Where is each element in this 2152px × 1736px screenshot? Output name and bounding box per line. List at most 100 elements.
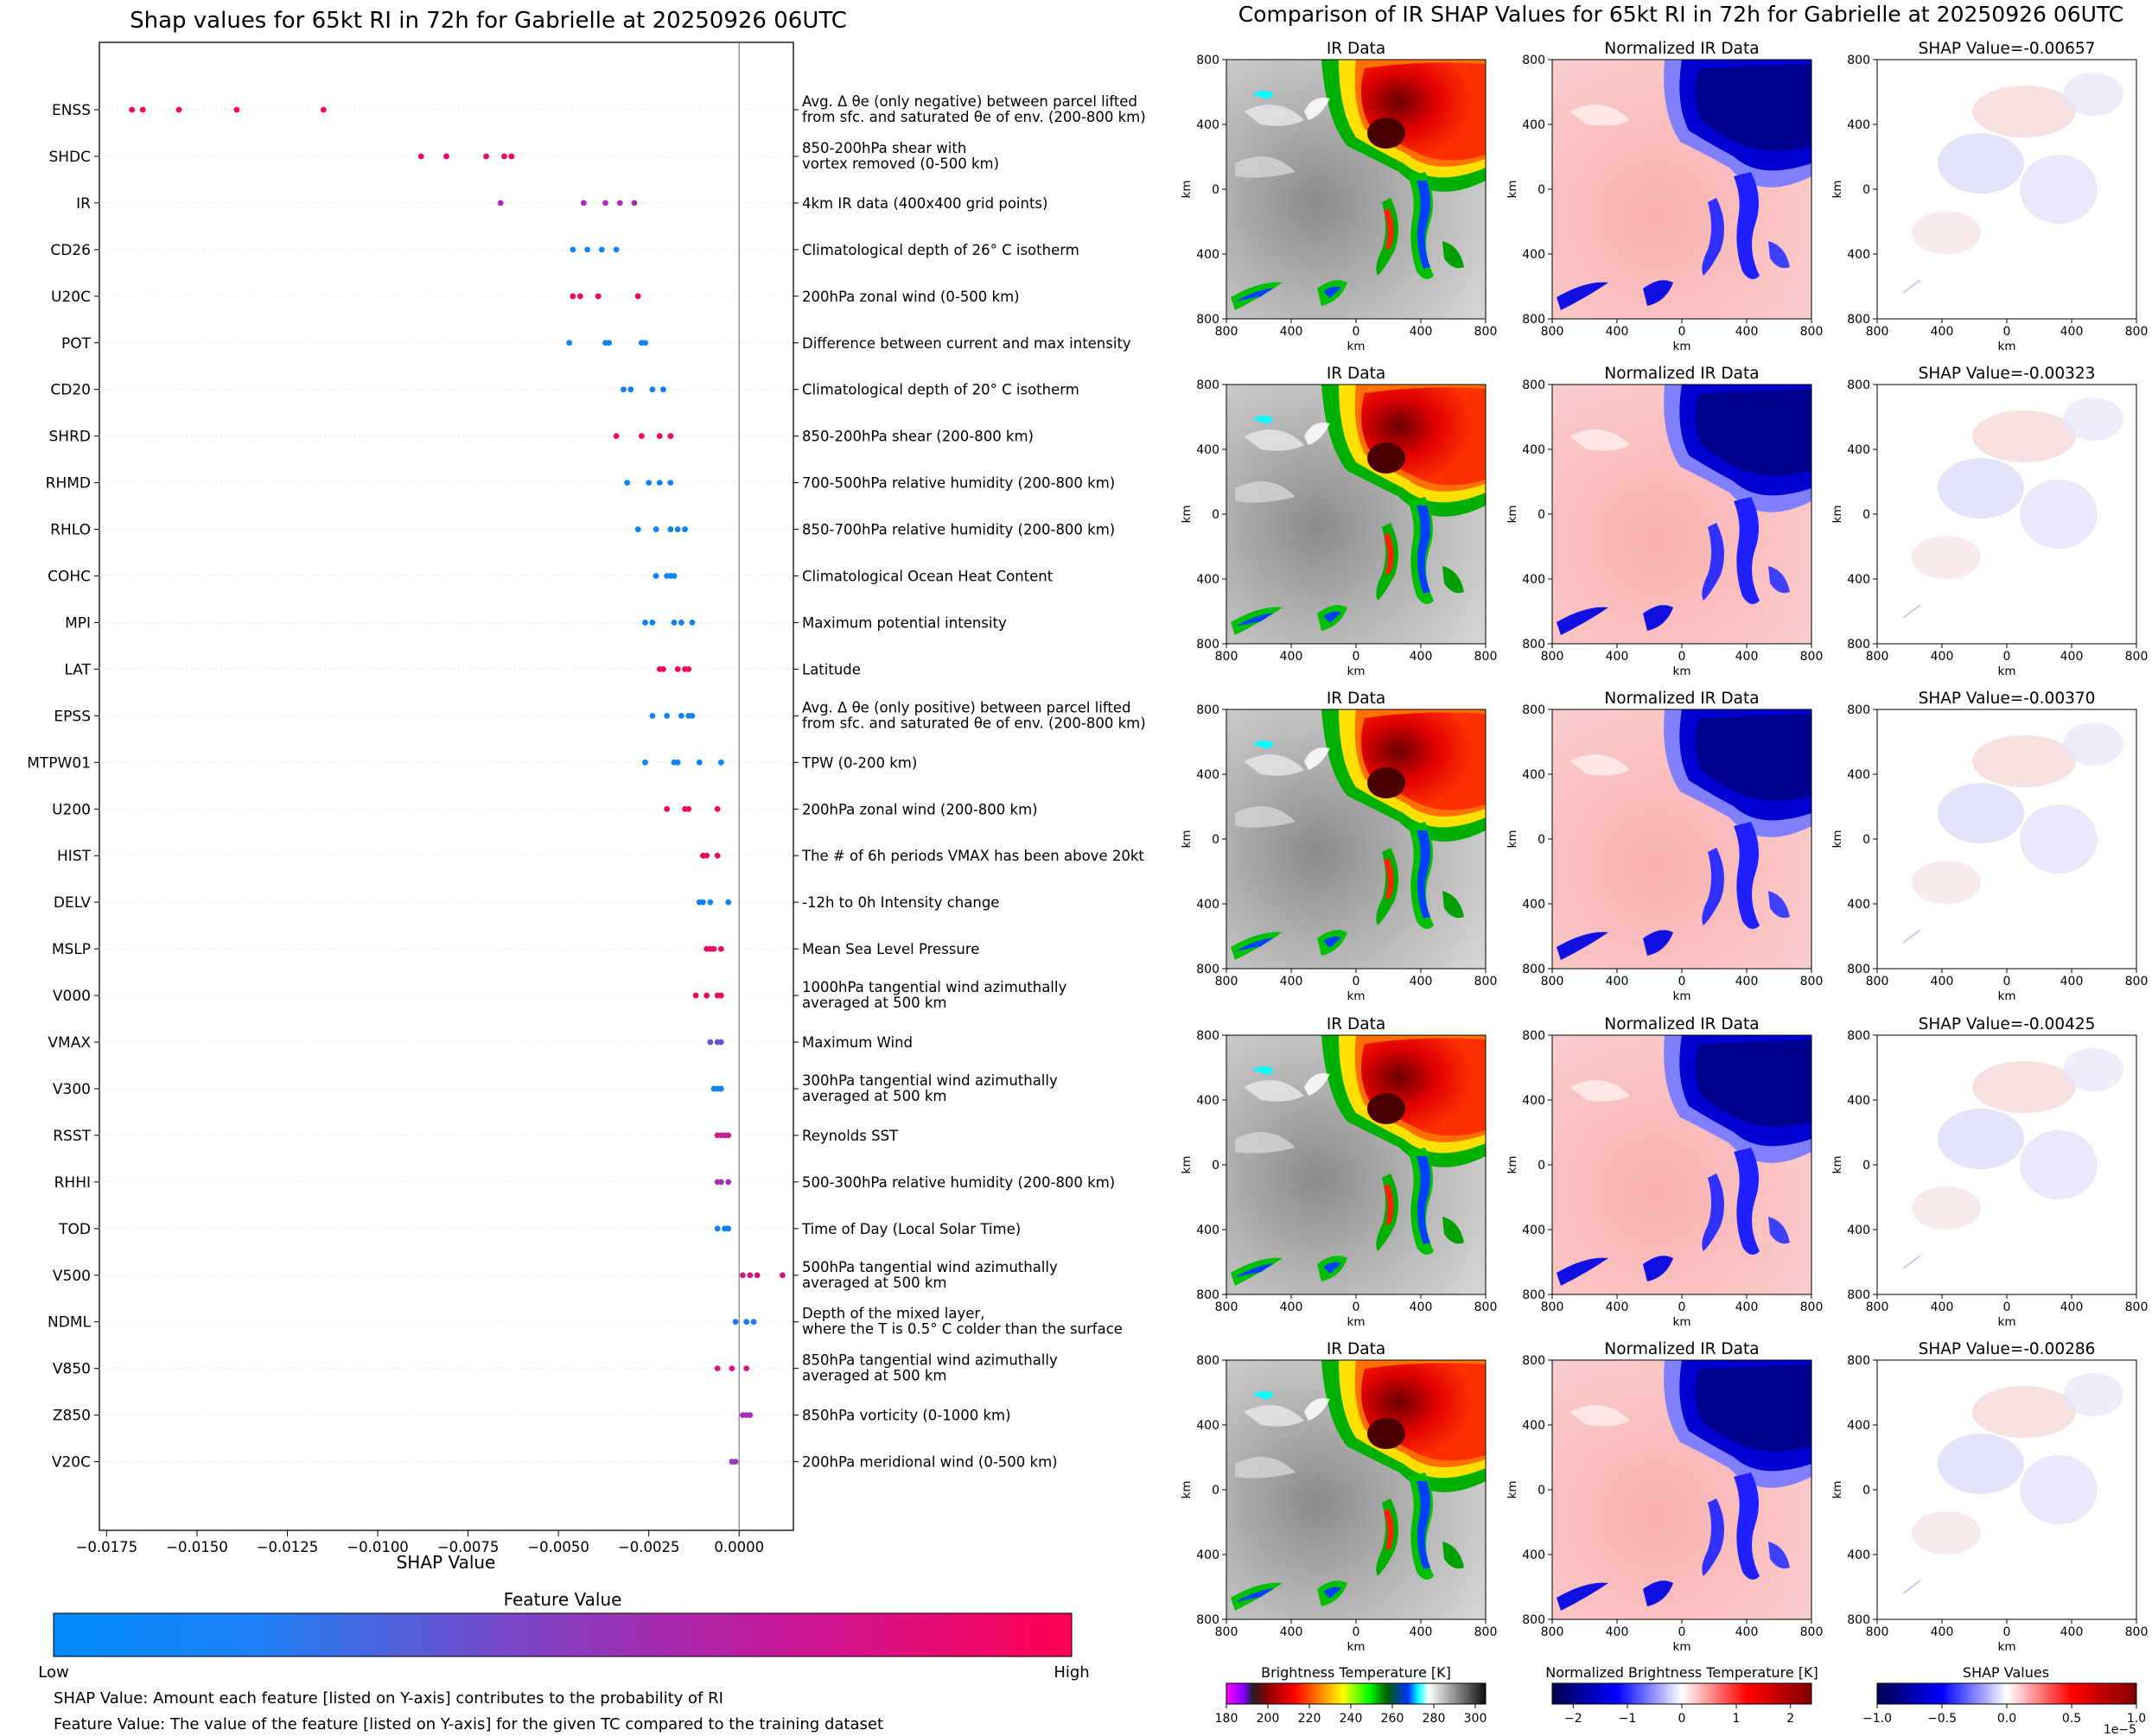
brightness-colorbar-gradient <box>1226 1682 1487 1705</box>
colorbar-tick-label: −0.5 <box>1927 1712 1957 1726</box>
x-tick-label: 400 <box>1606 1300 1629 1314</box>
feature-description-cohc: Climatological Ocean Heat Content <box>802 569 1054 585</box>
y-tick-label: 400 <box>1196 118 1219 132</box>
x-tick-label: 400 <box>1606 650 1629 664</box>
x-axis-label: km <box>1673 1640 1691 1654</box>
x-tick-label: 0 <box>1353 1625 1360 1639</box>
panel-shap-value-2: SHAP Value=-0.00323800800400400004004008… <box>1830 365 2148 678</box>
y-tick-label: 400 <box>1522 1094 1545 1108</box>
x-tick-label: 800 <box>1474 975 1498 989</box>
y-tick-label: 400 <box>1847 1224 1870 1237</box>
x-tick-label: 800 <box>1866 1300 1889 1314</box>
shap-colorbar-gradient <box>1876 1682 2137 1705</box>
y-tick-label: 800 <box>1847 1029 1870 1043</box>
feature-description-enss: Avg. Δ θe (only negative) between parcel… <box>802 93 1137 110</box>
colorbar-title: Feature Value <box>504 1589 622 1610</box>
feature-description-v850: averaged at 500 km <box>802 1368 946 1384</box>
feature-description-shdc: 850-200hPa shear with <box>802 140 966 156</box>
shap-point-rhlo <box>653 526 659 532</box>
y-tick-label: 800 <box>1847 1354 1870 1368</box>
shap-point-pot <box>642 340 648 347</box>
shap-point-v850 <box>729 1365 735 1372</box>
feature-description-shrd: 850-200hPa shear (200-800 km) <box>802 429 1034 445</box>
x-tick-label: 0 <box>2003 325 2011 339</box>
shap-point-rhmd <box>667 480 674 486</box>
y-tick-label: 800 <box>1847 1613 1870 1627</box>
y-tick-label: 400 <box>1847 248 1870 262</box>
feature-label-lat: LAT <box>64 661 91 678</box>
x-tick-label: 400 <box>1280 1300 1303 1314</box>
feature-description-v000: 1000hPa tangential wind azimuthally <box>802 979 1066 995</box>
y-axis-label: km <box>1180 1481 1194 1499</box>
shap-point-rhhi <box>725 1179 732 1186</box>
y-tick-label: 800 <box>1847 378 1870 392</box>
shap-point-v000 <box>692 992 699 999</box>
shap-colorbar-ticks: −1.0 −0.5 0.0 0.5 1.0 <box>1862 1704 2146 1726</box>
x-axis-label: km <box>1998 989 2016 1003</box>
y-axis-label: km <box>1180 830 1194 849</box>
y-tick-label: 400 <box>1522 1224 1545 1237</box>
x-axis-label: km <box>1347 665 1366 678</box>
y-tick-label: 800 <box>1522 963 1545 976</box>
panel-title: IR Data <box>1327 40 1385 58</box>
y-axis-label: km <box>1830 1156 1844 1174</box>
shap-point-u20c <box>576 293 583 300</box>
y-tick-label: 800 <box>1196 378 1219 392</box>
colorbar-tick-label: 220 <box>1298 1712 1321 1726</box>
shap-point-shdc <box>501 153 507 160</box>
colorbar-tick-label: 0 <box>1678 1712 1686 1726</box>
shap-point-cd26 <box>584 246 591 253</box>
x-tick-label: 800 <box>2125 650 2149 664</box>
y-tick-label: 400 <box>1522 898 1545 912</box>
x-tick-label: 0 <box>1353 650 1360 664</box>
shap-point-hist <box>714 852 721 859</box>
feature-description-enss: from sfc. and saturated θe of env. (200-… <box>802 109 1146 125</box>
shap-point-v000 <box>717 992 724 999</box>
feature-label-vmax: VMAX <box>48 1034 91 1052</box>
panel-normalized-ir-5: Normalized IR Data8008004004000040040080… <box>1506 1340 1823 1654</box>
panel-image <box>1226 1035 1486 1294</box>
x-tick-label: 400 <box>1931 325 1954 339</box>
y-tick-label: 800 <box>1196 1288 1219 1302</box>
feature-description-ndml: Depth of the mixed layer, <box>802 1306 984 1322</box>
y-tick-label: 800 <box>1847 313 1870 327</box>
y-axis-label: km <box>1180 1156 1194 1174</box>
feature-description-v300: 300hPa tangential wind azimuthally <box>802 1072 1058 1089</box>
y-tick-label: 800 <box>1522 1613 1545 1627</box>
shap-point-rhhi <box>717 1179 724 1186</box>
shap-point-mpi <box>689 620 696 626</box>
shap-point-shrd <box>667 433 674 440</box>
feature-label-v000: V000 <box>53 988 91 1005</box>
y-tick-label: 400 <box>1522 443 1545 457</box>
colorbar-high-label: High <box>1054 1663 1089 1682</box>
y-tick-label: 800 <box>1196 313 1219 327</box>
row-gridlines <box>99 109 793 1463</box>
shap-point-v500 <box>754 1272 761 1279</box>
x-tick-label: 400 <box>1606 975 1629 989</box>
feature-description-mpi: Maximum potential intensity <box>802 614 1007 631</box>
shap-point-enss <box>233 106 240 113</box>
panel-title: SHAP Value=-0.00657 <box>1919 40 2096 58</box>
y-tick-label: 0 <box>1538 508 1545 522</box>
y-tick-label: 400 <box>1847 573 1870 587</box>
feature-description-lat: Latitude <box>802 661 861 677</box>
x-axis-label: km <box>1347 340 1366 353</box>
panel-image <box>1876 1359 2137 1620</box>
shap-point-enss <box>139 106 146 113</box>
x-tick-label: 800 <box>1474 1300 1498 1314</box>
feature-label-v500: V500 <box>53 1268 91 1285</box>
feature-description-v300: averaged at 500 km <box>802 1088 946 1104</box>
feature-description-cd26: Climatological depth of 26° C isotherm <box>802 242 1079 258</box>
y-tick-label: 0 <box>1212 833 1219 847</box>
x-tick-label: 400 <box>1280 650 1303 664</box>
y-tick-label: 400 <box>1847 1548 1870 1562</box>
y-tick-label: 400 <box>1847 1419 1870 1433</box>
shap-point-cd26 <box>598 246 605 253</box>
shap-point-shrd <box>638 433 645 440</box>
shap-point-z850 <box>747 1412 754 1418</box>
x-tick-label: 400 <box>1931 975 1954 989</box>
x-tick-label: 0 <box>1678 650 1686 664</box>
shap-point-ndml <box>743 1319 750 1326</box>
shap-point-u200 <box>714 805 721 812</box>
